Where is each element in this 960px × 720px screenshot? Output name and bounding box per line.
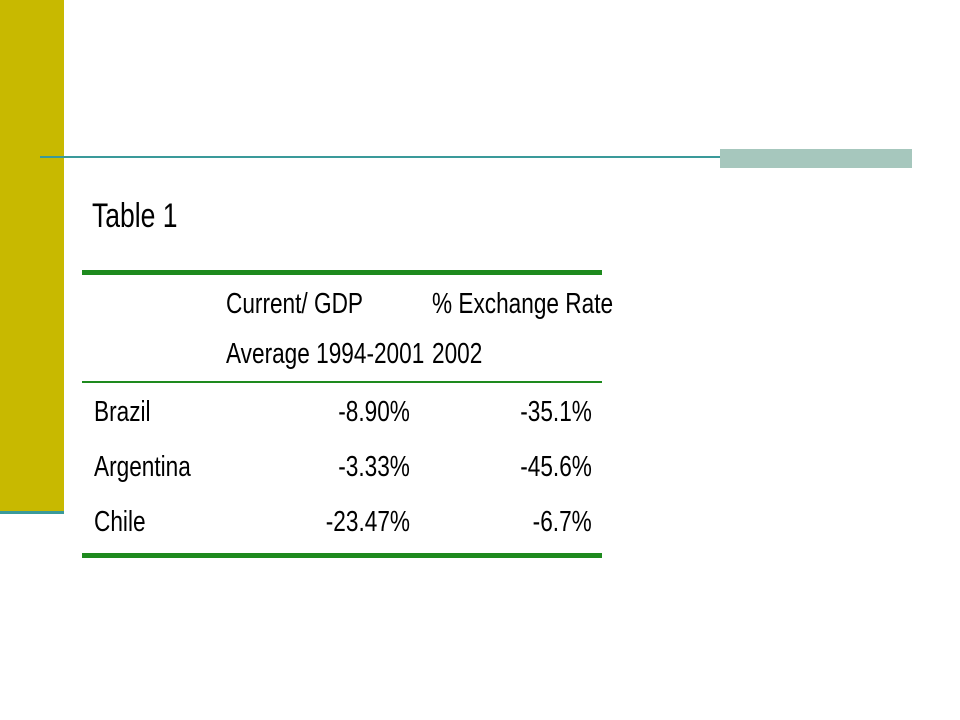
table-header-rule: [82, 381, 602, 383]
row-argentina-current-gdp: -3.33%: [338, 451, 410, 483]
row-argentina-exchange-rate: -45.6%: [520, 451, 592, 483]
row-argentina-country: Argentina: [94, 451, 191, 483]
row-chile-country: Chile: [94, 506, 146, 538]
table-top-rule: [82, 270, 602, 275]
header-current-gdp-line1: Current/ GDP: [226, 288, 364, 320]
table-title: Table 1: [92, 197, 178, 235]
row-brazil-country: Brazil: [94, 396, 151, 428]
row-brazil-current-gdp: -8.90%: [338, 396, 410, 428]
row-chile-current-gdp: -23.47%: [325, 506, 410, 538]
left-accent-bar: [0, 0, 64, 512]
header-exchange-rate-line1: % Exchange Rate: [432, 288, 614, 320]
data-table: Current/ GDP Average 1994-2001 % Exchang…: [82, 270, 613, 558]
header-accent-block: [720, 149, 912, 168]
header-current-gdp-line2: Average 1994-2001: [226, 338, 425, 370]
table-bottom-rule: [82, 553, 602, 558]
header-exchange-rate-line2: 2002: [432, 338, 483, 370]
row-brazil-exchange-rate: -35.1%: [520, 396, 592, 428]
header-divider-line: [40, 156, 912, 158]
left-accent-bar-underline: [0, 511, 64, 514]
row-chile-exchange-rate: -6.7%: [532, 506, 592, 538]
